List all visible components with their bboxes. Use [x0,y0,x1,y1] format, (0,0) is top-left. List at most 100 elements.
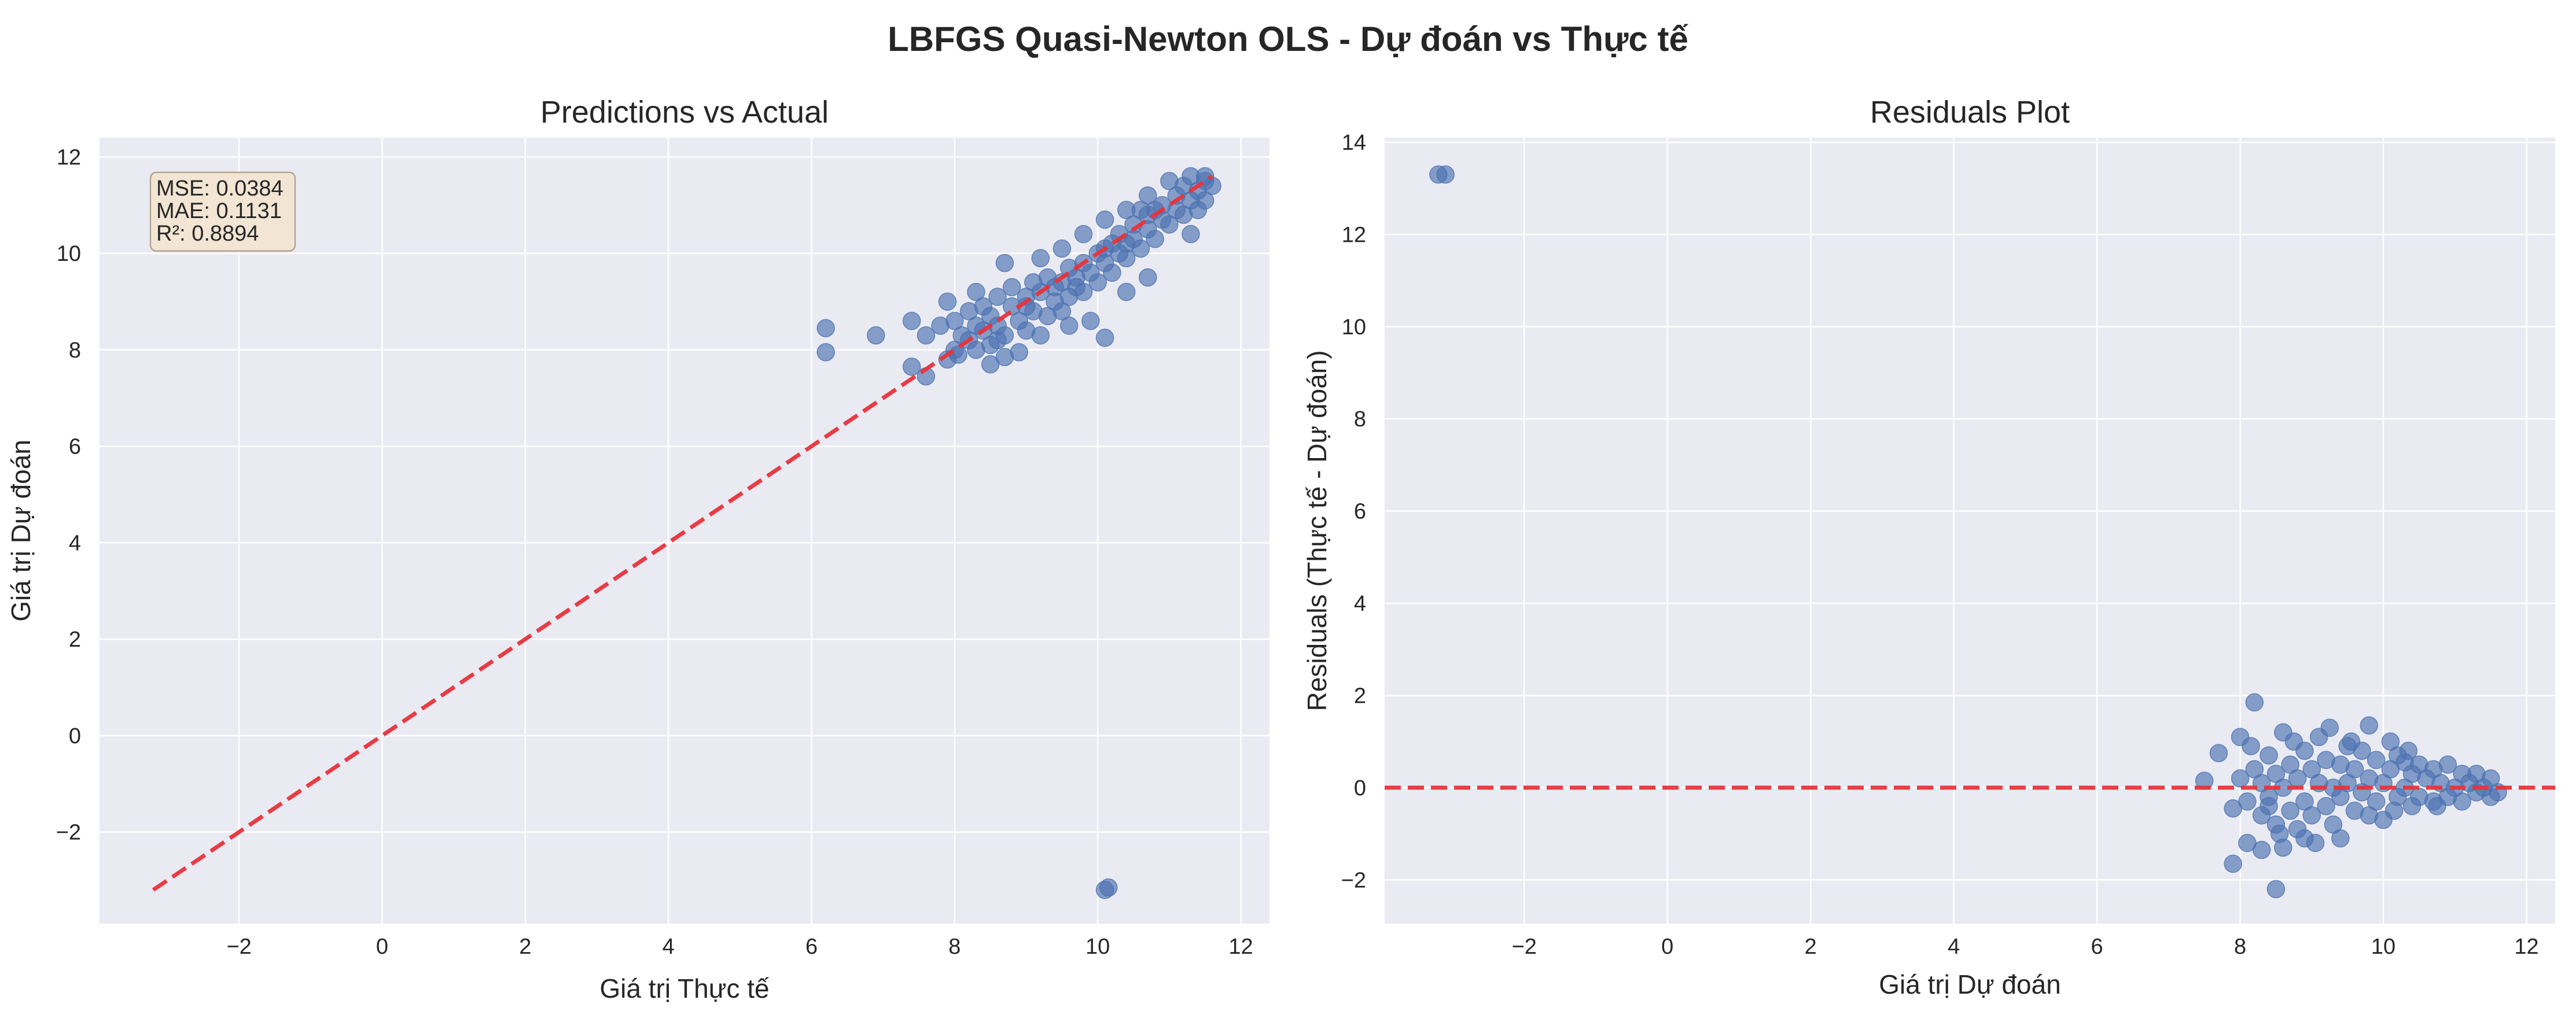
data-point [2281,801,2299,820]
data-point [2438,755,2457,774]
y-tick-label: 10 [57,242,81,266]
data-point [1436,165,1455,184]
y-tick-label: −2 [56,821,81,845]
data-point [2384,801,2404,820]
data-point [1053,239,1072,258]
data-points [816,167,1221,899]
metrics-line: MAE: 0.1131 [156,199,282,223]
x-tick-label: 10 [1085,935,1110,959]
metrics-line: R²: 0.8894 [156,222,259,246]
x-tick-label: 4 [1948,935,1960,959]
data-point [1088,273,1107,292]
data-point [2317,796,2335,816]
data-point [2238,792,2257,811]
y-tick-label: 14 [1342,131,1366,155]
x-tick-label: 0 [376,935,388,959]
data-point [1003,278,1021,297]
data-point [1139,186,1157,205]
y-tick-label: 2 [69,628,81,652]
y-tick-label: 0 [1354,776,1366,800]
data-point [2252,806,2271,825]
data-point [2453,792,2471,811]
data-point [967,283,985,301]
data-point [2302,806,2321,825]
data-point [1053,302,1072,320]
x-tick-label: 12 [1228,935,1253,959]
data-point [2242,737,2260,755]
data-point [1174,205,1193,224]
metrics-box-bg [149,171,296,252]
y-tick-label: 0 [69,724,81,748]
data-point [816,319,835,338]
x-tick-label: 8 [2234,935,2246,959]
chart-title: Predictions vs Actual [540,95,829,130]
y-tick-label: 10 [1342,315,1366,340]
data-point [2284,732,2303,751]
x-tick-label: 2 [1805,935,1817,959]
data-point [1067,278,1085,297]
figure-title: LBFGS Quasi-Newton OLS - Dự đoán vs Thực… [888,20,1688,58]
y-tick-label: 6 [69,435,81,459]
data-point [938,292,957,311]
data-point [1074,224,1093,243]
data-point [2399,741,2418,760]
y-tick-label: 12 [57,145,81,169]
data-point [1203,176,1221,195]
data-point [1117,283,1136,301]
x-tick-label: −2 [226,935,251,959]
data-point [995,254,1014,272]
data-point [2345,760,2364,779]
x-tick-label: 6 [805,935,818,959]
y-axis-label: Residuals (Thực tế - Dự đoán) [1302,350,1332,711]
data-point [1031,249,1050,268]
data-point [2306,833,2325,853]
data-point [2252,840,2271,859]
data-point [2231,769,2250,788]
data-point [1017,321,1036,340]
data-point [981,355,1000,374]
data-point [1095,880,1114,899]
data-point [902,357,921,376]
x-tick-label: −2 [1512,935,1537,959]
y-axis-label: Giá trị Dự đoán [6,440,36,622]
x-axis-label: Giá trị Dự đoán [1879,969,2061,999]
data-point [945,312,964,330]
x-tick-label: 0 [1661,935,1673,959]
data-point [2367,792,2386,811]
y-tick-label: 8 [69,338,81,363]
data-point [1182,224,1200,243]
data-point [2288,820,2307,839]
data-point [1059,316,1079,335]
data-point [2320,718,2339,737]
data-point [1174,176,1193,195]
data-point [2367,751,2386,769]
y-tick-label: 8 [1354,407,1366,431]
data-point [2428,796,2446,816]
predictions-vs-actual-chart: −2 0 2 4 6 8 10 12 −2 0 2 4 6 8 10 12 Predictions vs Act… [6,95,1269,1003]
data-point [1095,210,1114,229]
data-point [1146,230,1164,248]
data-point [2270,824,2289,843]
x-tick-label: 10 [2371,935,2395,959]
y-tick-label: 4 [1354,592,1366,616]
data-point [867,326,885,345]
data-point [1160,215,1179,234]
data-point [1010,343,1028,361]
residuals-chart: −2 0 2 4 6 8 10 12 −2 0 2 4 6 8 10 12 14 Residuals Plot Gi… [1302,95,2555,999]
data-point [2266,880,2286,898]
data-point [1139,268,1157,287]
x-axis-label: Giá trị Thực tế [599,973,769,1003]
y-tick-label: 2 [1354,684,1366,708]
chart-title: Residuals Plot [1870,95,2070,130]
data-points [1429,165,2507,898]
x-tick-label: 12 [2514,935,2538,959]
data-point [2324,815,2343,834]
data-point [2209,744,2228,762]
metrics-line: MSE: 0.0384 [156,176,284,201]
data-point [1103,263,1121,282]
data-point [917,326,936,345]
identity-reference-line [152,174,1214,892]
data-point [1081,312,1100,330]
